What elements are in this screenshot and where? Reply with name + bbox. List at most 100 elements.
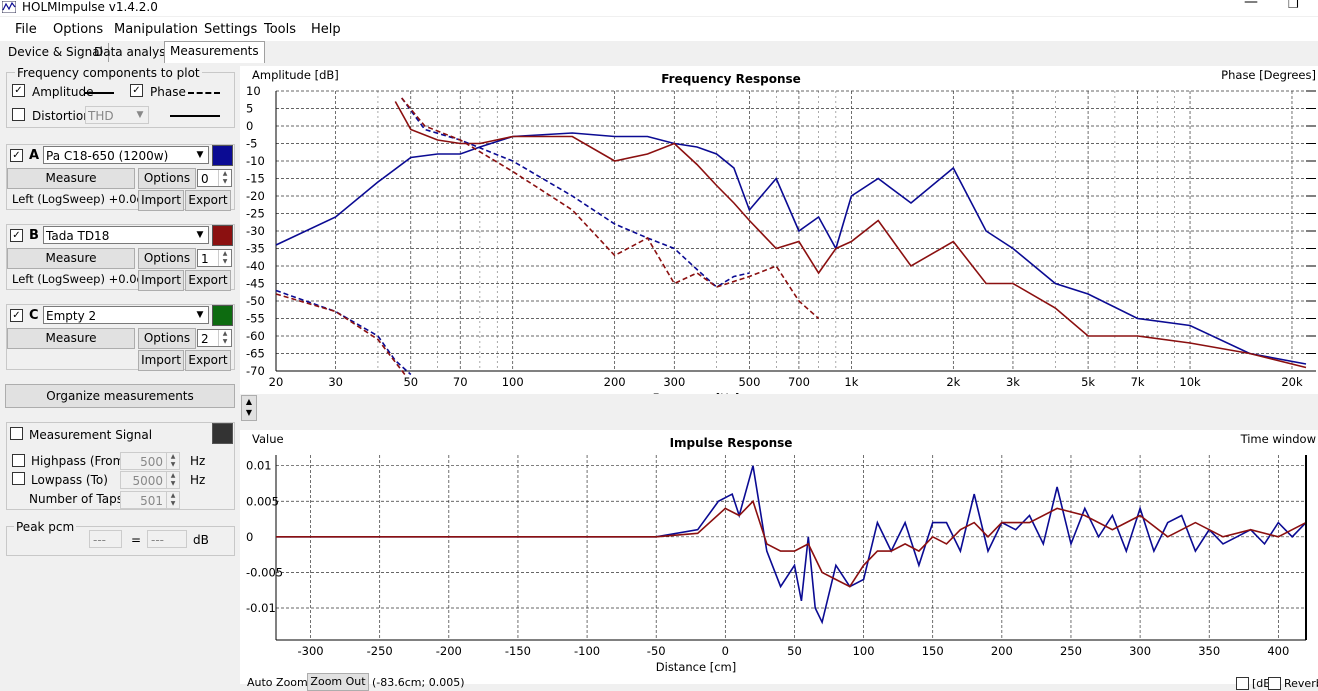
x-tick-label: 30 — [328, 375, 343, 389]
y-tick-label: -20 — [246, 189, 265, 203]
y-tick-label: -25 — [246, 207, 265, 221]
measurement-c-color-swatch[interactable] — [212, 305, 233, 326]
tab-strip: Device & Signal Data analysis Measuremen… — [0, 41, 1318, 63]
menu-tools[interactable]: Tools — [264, 22, 297, 37]
measurement-a-color-swatch[interactable] — [212, 145, 233, 166]
highpass-label: Highpass (From) — [31, 454, 129, 468]
spin-arrows-icon[interactable]: ▲ ▼ — [218, 330, 231, 346]
lowpass-checkbox[interactable] — [12, 472, 25, 485]
peak-left-field: --- — [89, 530, 122, 548]
frequency-response-chart[interactable]: 20 30 50 70 100 200 300 500 700 1k 2k 3k 5k 7k 10k 20k 1… — [240, 66, 1318, 405]
measurement-signal-checkbox[interactable] — [10, 427, 23, 440]
y-tick-label: -40 — [246, 259, 265, 273]
highpass-checkbox[interactable] — [12, 454, 25, 467]
x-tick-label: 700 — [788, 375, 810, 389]
measurement-signal-label: Measurement Signal — [29, 428, 153, 442]
menu-settings[interactable]: Settings — [204, 22, 258, 37]
x-tick-label: 2k — [946, 375, 960, 389]
phase-label: Phase — [150, 85, 186, 99]
tab-device-signal[interactable]: Device & Signal — [3, 43, 109, 62]
measurement-b-spin-value: 1 — [201, 252, 209, 266]
y-tick-label: -45 — [246, 277, 265, 291]
distortion-checkbox[interactable] — [12, 108, 25, 121]
measurement-c-export-button[interactable]: Export — [185, 350, 231, 371]
minimize-icon[interactable]: — — [1244, 0, 1258, 10]
auto-zoom-label[interactable]: Auto Zoom — [247, 676, 308, 689]
y-tick-label: 5 — [246, 102, 253, 116]
lowpass-input[interactable]: 5000 ▲ ▼ — [120, 471, 180, 489]
spin-arrows-icon[interactable]: ▲ ▼ — [218, 170, 231, 186]
chevron-down-icon: ▼ — [196, 310, 204, 320]
distortion-label: Distortion — [32, 109, 91, 123]
zoom-out-button[interactable]: Zoom Out — [307, 673, 369, 691]
measurement-c-options-button[interactable]: Options — [138, 328, 196, 349]
measurement-b-measure-button[interactable]: Measure — [7, 248, 135, 269]
chevron-down-icon: ▼ — [136, 110, 144, 120]
measurement-b-spinner[interactable]: 1 ▲ ▼ — [197, 249, 232, 267]
measurement-a-name-select[interactable]: Pa C18-650 (1200w) ▼ — [43, 146, 209, 164]
y-tick-label: 10 — [246, 84, 261, 98]
x-tick-label: 50 — [403, 375, 418, 389]
distortion-select[interactable]: THD ▼ — [85, 106, 149, 124]
amplitude-label: Amplitude — [32, 85, 94, 99]
peak-left-value: --- — [93, 533, 106, 547]
measurement-a-export-button[interactable]: Export — [185, 190, 231, 211]
measurement-b-import-button[interactable]: Import — [138, 270, 184, 291]
measurement-c-measure-button[interactable]: Measure — [7, 328, 135, 349]
measurement-b-group — [6, 224, 235, 290]
frequency-response-svg[interactable]: 20 30 50 70 100 200 300 500 700 1k 2k 3k 5k 7k 10k 20k1… — [240, 66, 1318, 405]
measurement-a-spinner[interactable]: 0 ▲ ▼ — [197, 169, 232, 187]
measurement-b-color-swatch[interactable] — [212, 225, 233, 246]
menu-file[interactable]: File — [15, 22, 37, 37]
measurement-c-name-select[interactable]: Empty 2 ▼ — [43, 306, 209, 324]
highpass-value: 500 — [140, 455, 163, 469]
spin-arrows-icon[interactable]: ▲ ▼ — [166, 472, 179, 488]
peak-right-value: --- — [151, 533, 164, 547]
y-tick-label: 0 — [246, 530, 253, 544]
measurement-c-spinner[interactable]: 2 ▲ ▼ — [197, 329, 232, 347]
measurement-a-import-button[interactable]: Import — [138, 190, 184, 211]
x-axis-label: Distance [cm] — [656, 660, 736, 674]
organize-measurements-button[interactable]: Organize measurements — [5, 384, 235, 408]
y-tick-label: 0.005 — [246, 494, 279, 508]
amplitude-checkbox[interactable]: ✓ — [12, 84, 25, 97]
y2-axis-label: Phase [Degrees] — [1221, 68, 1316, 82]
measurement-c-import-button[interactable]: Import — [138, 350, 184, 371]
highpass-unit: Hz — [190, 454, 206, 468]
menu-help[interactable]: Help — [311, 22, 341, 37]
x-tick-label: 200 — [991, 644, 1013, 658]
spin-arrows-icon[interactable]: ▲ ▼ — [218, 250, 231, 266]
spin-arrows-icon[interactable]: ▲ ▼ — [166, 453, 179, 469]
app-icon — [2, 1, 16, 13]
y-tick-label: -65 — [246, 347, 265, 361]
measurement-b-checkbox[interactable]: ✓ — [10, 229, 23, 242]
title-bar: HOLMImpulse v1.4.2.0 — ❐ — [0, 0, 1318, 16]
x-tick-label: -100 — [574, 644, 600, 658]
measurement-c-checkbox[interactable]: ✓ — [10, 309, 23, 322]
measurement-b-export-button[interactable]: Export — [185, 270, 231, 291]
menu-options[interactable]: Options — [53, 22, 104, 37]
measurement-b-options-button[interactable]: Options — [138, 248, 196, 269]
measurement-b-name-select[interactable]: Tada TD18 ▼ — [43, 226, 209, 244]
phase-checkbox[interactable]: ✓ — [130, 84, 143, 97]
measurement-a-measure-button[interactable]: Measure — [7, 168, 135, 189]
series-line-0 — [275, 132, 1307, 365]
chart-resize-button[interactable]: ▲ ▼ — [241, 395, 257, 421]
measurement-signal-color-swatch[interactable] — [212, 423, 233, 444]
y-tick-label: -10 — [246, 154, 265, 168]
tab-measurements[interactable]: Measurements — [164, 41, 265, 63]
spin-arrows-icon[interactable]: ▲ ▼ — [166, 492, 179, 508]
y-tick-label: 0 — [246, 119, 253, 133]
measurement-a-options-button[interactable]: Options — [138, 168, 196, 189]
impulse-response-svg[interactable]: -300 -250 -200 -150 -100 -50 0 50 100 150 200 250 30… — [240, 430, 1318, 684]
maximize-icon[interactable]: ❐ — [1288, 0, 1299, 11]
measurement-a-letter: A — [29, 148, 40, 163]
highpass-input[interactable]: 500 ▲ ▼ — [120, 452, 180, 470]
impulse-response-chart[interactable]: -300 -250 -200 -150 -100 -50 0 50 100 150 200 250 30… — [240, 430, 1318, 684]
measurement-a-checkbox[interactable]: ✓ — [10, 149, 23, 162]
taps-label: Number of Taps — [29, 492, 123, 506]
taps-input[interactable]: 501 ▲ ▼ — [120, 491, 180, 509]
x-tick-label: -300 — [298, 644, 324, 658]
menu-manipulation[interactable]: Manipulation — [114, 22, 199, 37]
x-tick-label: -150 — [505, 644, 531, 658]
